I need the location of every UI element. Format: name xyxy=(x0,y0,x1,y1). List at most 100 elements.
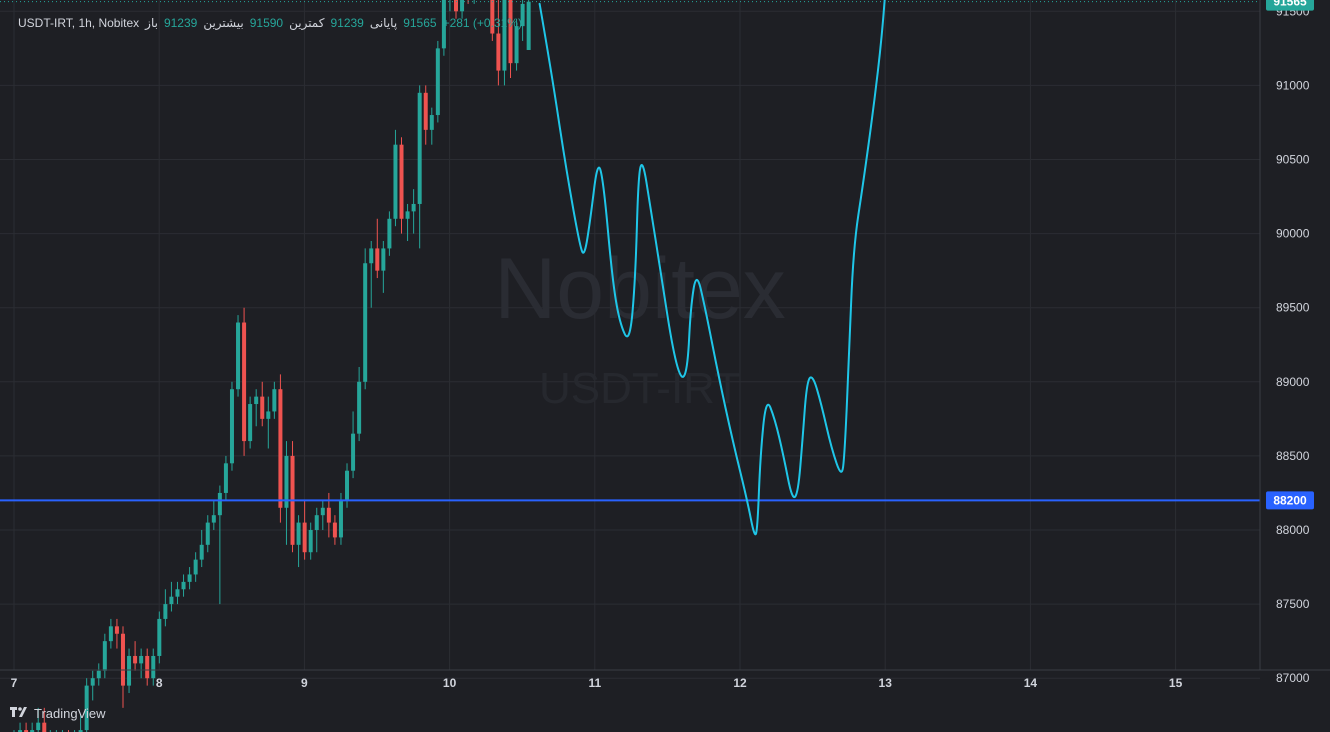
candle-body xyxy=(338,500,343,538)
candle xyxy=(217,485,222,605)
candle xyxy=(387,211,392,256)
candle-body xyxy=(84,685,89,731)
candle xyxy=(127,648,132,694)
candle xyxy=(24,722,29,732)
candle-body xyxy=(133,655,138,664)
candle xyxy=(151,648,156,686)
x-tick-label: 15 xyxy=(1169,676,1183,690)
hline-price-badge-bg xyxy=(1266,491,1314,510)
candle-body xyxy=(308,530,313,553)
candle-body xyxy=(187,574,192,582)
candle xyxy=(320,500,325,530)
candle xyxy=(114,618,119,649)
candle xyxy=(42,707,47,732)
candle-body xyxy=(205,522,210,545)
high-value: 91590 xyxy=(249,16,284,30)
candle xyxy=(229,381,234,471)
change-value: +281 (+0.31%) xyxy=(442,16,522,30)
candle xyxy=(266,396,271,449)
candle xyxy=(526,0,531,50)
candle xyxy=(18,722,23,732)
watermark-title: Nobitex xyxy=(494,241,786,337)
candle-body xyxy=(217,492,222,516)
candle-body xyxy=(248,404,253,442)
candle xyxy=(460,0,465,19)
x-tick-label: 12 xyxy=(733,676,747,690)
candle-body xyxy=(260,396,265,419)
candle xyxy=(169,581,174,612)
brush-path[interactable] xyxy=(538,0,939,536)
hline-price-label: 88200 xyxy=(1273,493,1307,507)
candle-body xyxy=(114,626,119,634)
candle xyxy=(429,107,434,145)
high-label: بیشترین xyxy=(203,16,244,30)
symbol-title[interactable]: USDT-IRT, 1h, Nobitex xyxy=(18,16,140,30)
candle-body xyxy=(387,218,392,249)
candle xyxy=(175,581,180,605)
candle xyxy=(332,515,337,545)
candle xyxy=(308,522,313,560)
tradingview-logo-icon xyxy=(10,705,28,721)
candle-body xyxy=(193,559,198,575)
freehand-drawing[interactable] xyxy=(538,0,939,536)
candle xyxy=(102,633,107,679)
time-axis[interactable]: 7 8 9 10 11 12 13 14 15 xyxy=(11,676,1183,690)
watermark: Nobitex USDT-IRT xyxy=(494,241,786,413)
symbol-legend: USDT-IRT, 1h, Nobitex باز 91239 بیشترین … xyxy=(18,16,522,30)
candle xyxy=(284,441,289,545)
candle-body xyxy=(345,470,350,501)
candle-body xyxy=(102,641,107,671)
tradingview-name: TradingView xyxy=(34,705,106,721)
y-tick-label: 89000 xyxy=(1276,375,1310,389)
candle-body xyxy=(169,596,174,605)
candle xyxy=(205,515,210,553)
candle-body xyxy=(508,0,513,64)
candle-body xyxy=(381,248,386,271)
candle-body xyxy=(296,522,301,545)
candle-body xyxy=(36,722,41,731)
candle xyxy=(508,0,513,78)
candle xyxy=(393,129,398,227)
candle-body xyxy=(393,144,398,219)
candle-body xyxy=(429,115,434,130)
candle xyxy=(351,411,356,479)
candle xyxy=(120,626,125,708)
candle-body xyxy=(490,0,495,34)
x-tick-label: 14 xyxy=(1024,676,1038,690)
price-axis[interactable]: 8650087000875008800088500890008950090000… xyxy=(1276,0,1310,732)
candle-body xyxy=(369,248,374,264)
candle-body xyxy=(108,626,113,642)
price-labels: 91565 88200 xyxy=(1266,0,1314,510)
candle xyxy=(36,707,41,732)
candle xyxy=(369,241,374,308)
tradingview-brand[interactable]: TradingView xyxy=(10,705,106,721)
candle xyxy=(357,366,362,442)
candle-body xyxy=(278,389,283,508)
candle-body xyxy=(96,670,101,679)
candle-body xyxy=(211,515,216,523)
open-value: 91239 xyxy=(163,16,198,30)
candle-body xyxy=(357,381,362,434)
candle-body xyxy=(502,0,507,71)
candle xyxy=(84,678,89,732)
candle-body xyxy=(284,455,289,508)
candle xyxy=(139,648,144,679)
candle xyxy=(314,507,319,553)
candle-body xyxy=(351,433,356,471)
candle xyxy=(411,189,416,234)
candle-body xyxy=(254,396,259,405)
candle xyxy=(30,722,35,732)
x-tick-label: 8 xyxy=(156,676,163,690)
candle-body xyxy=(42,722,47,732)
close-label: پایانی xyxy=(369,16,398,30)
candle xyxy=(223,455,228,501)
candle xyxy=(133,641,138,671)
candle xyxy=(296,515,301,568)
candle xyxy=(490,0,495,41)
candle-body xyxy=(441,0,446,49)
candle xyxy=(520,0,525,41)
candle-body xyxy=(266,411,271,419)
candle xyxy=(514,18,519,71)
candle-body xyxy=(423,92,428,130)
